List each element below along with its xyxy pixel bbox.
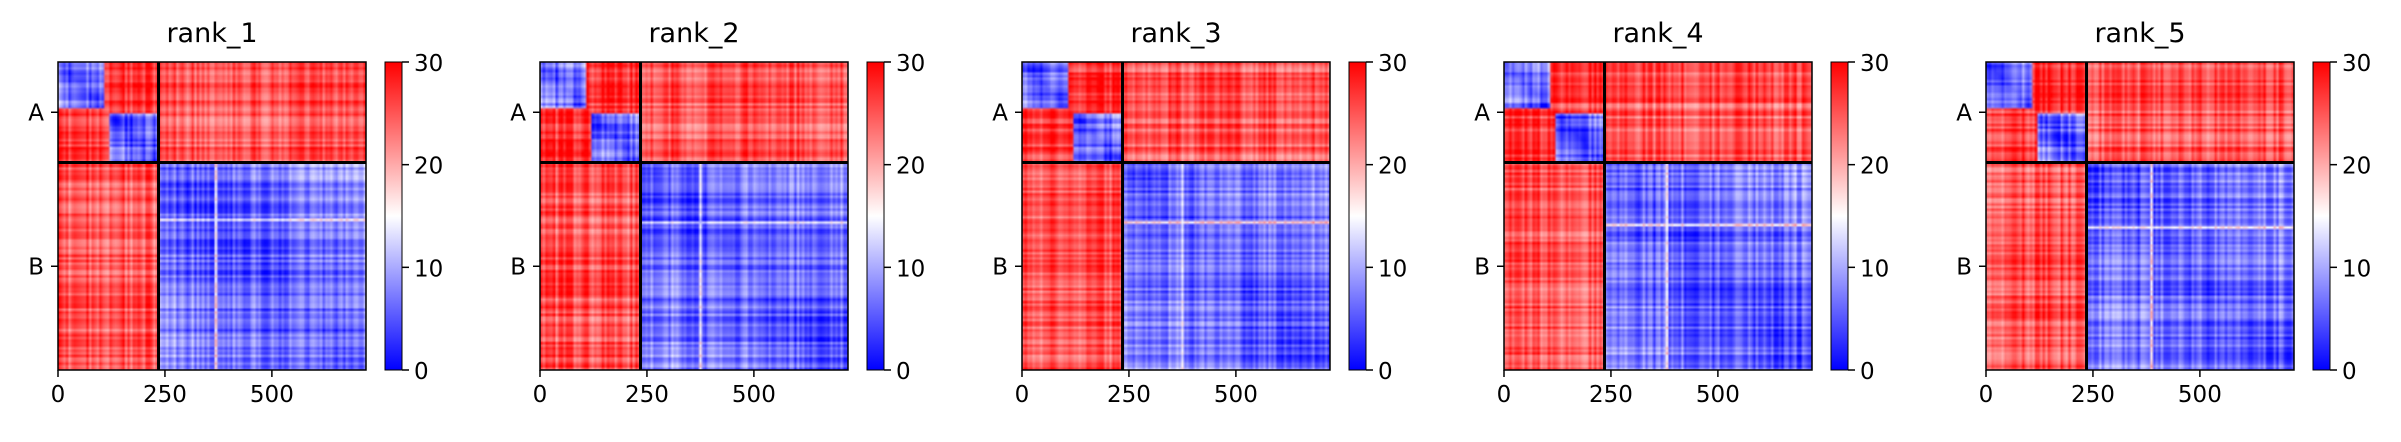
panel-rank_3: rank_3 0 250 500 A B 0 10 20 30 — [992, 18, 1407, 408]
colorbar — [1348, 61, 1367, 371]
heatmap-image — [1022, 62, 1330, 370]
x-tick-label: 500 — [250, 382, 294, 408]
y-tick-label: B — [1474, 254, 1490, 280]
colorbar-tick-label: 30 — [414, 51, 443, 77]
colorbar-tick-label: 30 — [1860, 51, 1889, 77]
heatmap-image — [540, 62, 848, 370]
x-tick-label: 0 — [51, 382, 66, 408]
colorbar — [2312, 61, 2331, 371]
colorbar-tick-label: 10 — [1860, 256, 1889, 282]
x-tick-label: 250 — [143, 382, 187, 408]
colorbar-tick-label: 10 — [2342, 256, 2371, 282]
x-tick-label: 0 — [1979, 382, 1994, 408]
heatmap-image — [58, 62, 366, 370]
colorbar — [384, 61, 403, 371]
colorbar-tick-label: 10 — [896, 256, 925, 282]
y-tick-label: B — [992, 254, 1008, 280]
y-tick-label: B — [510, 254, 526, 280]
panel-rank_4: rank_4 0 250 500 A B 0 10 20 30 — [1474, 18, 1889, 408]
colorbar-tick-label: 20 — [896, 154, 925, 180]
panel-rank_2: rank_2 0 250 500 A B 0 10 20 30 — [510, 18, 925, 408]
colorbar-tick-label: 20 — [2342, 154, 2371, 180]
colorbar — [1830, 61, 1849, 371]
heatmap-image — [1986, 62, 2294, 370]
x-tick-label: 0 — [533, 382, 548, 408]
colorbar-tick-label: 30 — [896, 51, 925, 77]
panel-title: rank_1 — [166, 18, 257, 49]
y-tick-label: A — [1474, 100, 1490, 126]
colorbar-tick-label: 20 — [1860, 154, 1889, 180]
x-tick-label: 250 — [625, 382, 669, 408]
x-tick-label: 500 — [1214, 382, 1258, 408]
axes-frame — [1021, 61, 1331, 371]
axes-frame — [57, 61, 367, 371]
panel-title: rank_3 — [1130, 18, 1221, 49]
colorbar-tick-label: 10 — [414, 256, 443, 282]
colorbar-tick-label: 0 — [896, 359, 911, 385]
x-tick-label: 500 — [1696, 382, 1740, 408]
y-tick-label: A — [992, 100, 1008, 126]
y-tick-label: B — [1956, 254, 1972, 280]
colorbar-tick-label: 0 — [1378, 359, 1393, 385]
y-tick-label: A — [510, 100, 526, 126]
x-tick-label: 250 — [2071, 382, 2115, 408]
panel-title: rank_2 — [648, 18, 739, 49]
x-tick-label: 500 — [2178, 382, 2222, 408]
colorbar-tick-label: 0 — [1860, 359, 1875, 385]
axes-frame — [539, 61, 849, 371]
colorbar-tick-label: 0 — [414, 359, 429, 385]
axes-frame — [1503, 61, 1813, 371]
y-tick-label: A — [1956, 100, 1972, 126]
colorbar-tick-label: 20 — [414, 154, 443, 180]
colorbar-tick-label: 10 — [1378, 256, 1407, 282]
colorbar-tick-label: 20 — [1378, 154, 1407, 180]
x-tick-label: 0 — [1497, 382, 1512, 408]
panel-title: rank_5 — [2094, 18, 2185, 49]
x-tick-label: 250 — [1107, 382, 1151, 408]
y-tick-label: B — [28, 254, 44, 280]
panel-rank_1: rank_1 0 250 500 A B 0 10 20 30 — [28, 18, 443, 408]
colorbar — [866, 61, 885, 371]
x-tick-label: 500 — [732, 382, 776, 408]
colorbar-tick-label: 30 — [2342, 51, 2371, 77]
x-tick-label: 250 — [1589, 382, 1633, 408]
panel-rank_5: rank_5 0 250 500 A B 0 10 20 30 — [1956, 18, 2371, 408]
y-tick-label: A — [28, 100, 44, 126]
x-tick-label: 0 — [1015, 382, 1030, 408]
panel-title: rank_4 — [1612, 18, 1703, 49]
colorbar-tick-label: 30 — [1378, 51, 1407, 77]
heatmap-image — [1504, 62, 1812, 370]
axes-frame — [1985, 61, 2295, 371]
colorbar-tick-label: 0 — [2342, 359, 2357, 385]
